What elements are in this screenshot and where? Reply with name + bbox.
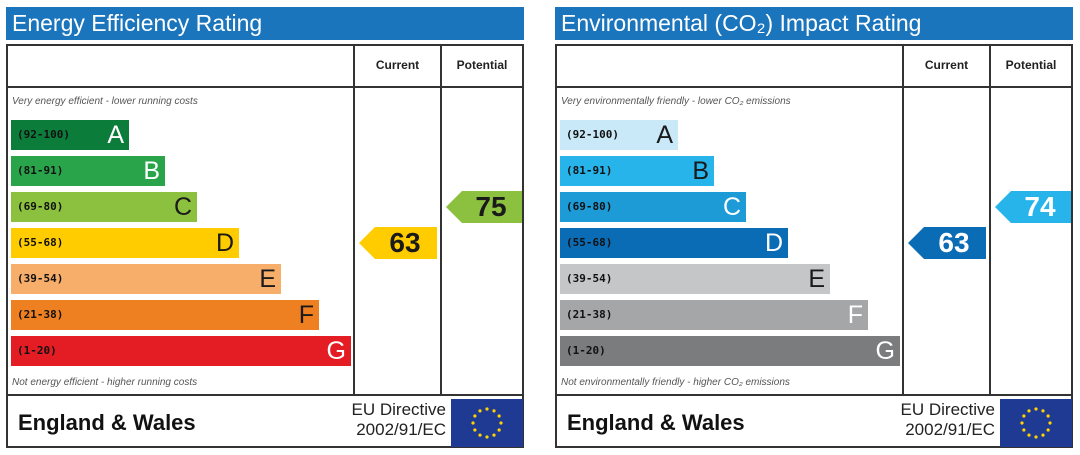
rating-table: Current Potential Very environmentally fri… xyxy=(555,44,1073,448)
band-range-label: (39-54) xyxy=(566,272,613,285)
rating-band-c: (69-80) C xyxy=(11,192,197,222)
potential-rating-arrow-shape xyxy=(995,191,1071,223)
band-letter: A xyxy=(656,121,673,149)
band-letter: F xyxy=(298,301,314,329)
footer-region-label: England & Wales xyxy=(18,410,196,435)
rating-band-d: (55-68) D xyxy=(560,228,788,258)
column-divider xyxy=(353,46,355,396)
potential-rating-arrow-value: 74 xyxy=(1024,191,1056,222)
eu-directive-label: EU Directive 2002/91/EC xyxy=(857,400,995,440)
environmental-impact-panel: Environmental (CO₂) Impact Rating Current… xyxy=(555,7,1075,448)
eu-directive-label: EU Directive 2002/91/EC xyxy=(308,400,446,440)
footer-region-label: England & Wales xyxy=(567,410,745,435)
chart-title: Energy Efficiency Rating xyxy=(6,7,524,40)
band-range-label: (69-80) xyxy=(566,200,613,213)
band-range-label: (39-54) xyxy=(17,272,64,285)
rating-band-f: (21-38) F xyxy=(11,300,319,330)
band-letter: A xyxy=(107,121,124,149)
top-note: Very environmentally friendly - lower CO… xyxy=(561,96,791,107)
potential-rating-arrow-value: 75 xyxy=(475,191,507,222)
band-letter: D xyxy=(764,229,783,257)
band-letter: B xyxy=(143,157,160,185)
rating-band-e: (39-54) E xyxy=(560,264,830,294)
rating-band-b: (81-91) B xyxy=(560,156,714,186)
band-range-label: (69-80) xyxy=(17,200,64,213)
bottom-note: Not energy efficient - higher running co… xyxy=(12,377,198,388)
rating-band-b: (81-91) B xyxy=(11,156,165,186)
eu-directive-number: 2002/91/EC xyxy=(905,420,995,439)
band-letter: B xyxy=(692,157,709,185)
band-letter: D xyxy=(215,229,234,257)
band-range-label: (1-20) xyxy=(566,344,606,357)
header-divider xyxy=(557,86,1071,88)
band-range-label: (92-100) xyxy=(17,128,70,141)
band-letter: C xyxy=(722,193,741,221)
column-header-potential: Potential xyxy=(1005,58,1057,72)
rating-band-a: (92-100) A xyxy=(560,120,678,150)
top-note: Very energy efficient - lower running co… xyxy=(12,96,198,107)
band-range-label: (92-100) xyxy=(566,128,619,141)
header-divider xyxy=(8,86,522,88)
eu-flag-icon xyxy=(451,399,523,447)
current-rating-arrow-shape xyxy=(359,227,437,259)
rating-band-d: (55-68) D xyxy=(11,228,239,258)
current-rating-arrow-shape xyxy=(908,227,986,259)
rating-band-c: (69-80) C xyxy=(560,192,746,222)
band-range-label: (21-38) xyxy=(566,308,613,321)
eu-flag-icon xyxy=(1000,399,1072,447)
potential-rating-arrow: 75 xyxy=(446,191,522,223)
band-range-label: (81-91) xyxy=(566,164,613,177)
rating-band-a: (92-100) A xyxy=(11,120,129,150)
eu-directive-number: 2002/91/EC xyxy=(356,420,446,439)
band-letter: F xyxy=(847,301,863,329)
bottom-note: Not environmentally friendly - higher CO… xyxy=(561,377,790,388)
rating-band-e: (39-54) E xyxy=(11,264,281,294)
band-letter: E xyxy=(808,265,825,293)
current-rating-arrow: 63 xyxy=(359,227,437,259)
chart-title: Environmental (CO₂) Impact Rating xyxy=(555,7,1073,40)
column-divider xyxy=(440,46,442,396)
band-range-label: (21-38) xyxy=(17,308,64,321)
column-header-current: Current xyxy=(375,58,420,72)
band-range-label: (55-68) xyxy=(17,236,64,249)
band-range-label: (81-91) xyxy=(17,164,64,177)
band-letter: C xyxy=(173,193,192,221)
current-rating-arrow-value: 63 xyxy=(938,227,970,258)
band-letter: E xyxy=(259,265,276,293)
potential-rating-arrow-shape xyxy=(446,191,522,223)
band-range-label: (55-68) xyxy=(566,236,613,249)
current-rating-arrow-value: 63 xyxy=(389,227,421,258)
column-divider xyxy=(902,46,904,396)
band-range-label: (1-20) xyxy=(17,344,57,357)
rating-band-g: (1-20) G xyxy=(560,336,900,366)
column-header-current: Current xyxy=(924,58,969,72)
column-divider xyxy=(989,46,991,396)
rating-band-g: (1-20) G xyxy=(11,336,351,366)
rating-table: Current Potential Very energy efficient - … xyxy=(6,44,524,448)
band-letter: G xyxy=(326,337,346,365)
footer-divider xyxy=(557,394,1071,396)
band-letter: G xyxy=(875,337,895,365)
energy-efficiency-panel: Energy Efficiency Rating Current Potential… xyxy=(6,7,526,448)
potential-rating-arrow: 74 xyxy=(995,191,1071,223)
column-header-potential: Potential xyxy=(456,58,508,72)
current-rating-arrow: 63 xyxy=(908,227,986,259)
rating-band-f: (21-38) F xyxy=(560,300,868,330)
footer-divider xyxy=(8,394,522,396)
eu-directive-line: EU Directive xyxy=(900,400,995,419)
eu-directive-line: EU Directive xyxy=(351,400,446,419)
